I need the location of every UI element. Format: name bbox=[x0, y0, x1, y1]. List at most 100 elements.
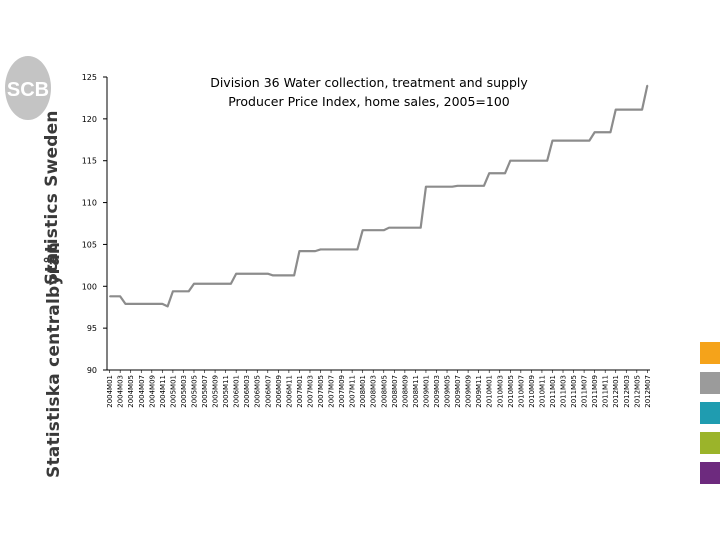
data-point bbox=[409, 227, 411, 229]
data-point bbox=[298, 250, 301, 252]
color-swatch bbox=[700, 432, 720, 454]
data-point bbox=[536, 160, 538, 162]
data-point bbox=[346, 248, 348, 251]
y-tick-labels: 90 95 100 105 110 115 120 125 bbox=[82, 73, 97, 375]
data-point bbox=[140, 303, 142, 305]
y-tick-label: 95 bbox=[87, 324, 97, 333]
scb-logo-circle bbox=[5, 56, 51, 120]
x-tick-label: 2005M11 bbox=[222, 375, 230, 408]
x-tick-label: 2008M03 bbox=[370, 375, 378, 408]
data-point bbox=[314, 250, 316, 252]
data-point bbox=[420, 227, 422, 229]
data-point bbox=[335, 248, 337, 251]
chart-axes bbox=[103, 76, 650, 373]
y-tick-label: 100 bbox=[82, 282, 97, 291]
x-tick-label: 2011M05 bbox=[570, 375, 578, 408]
data-point bbox=[188, 290, 190, 292]
data-point bbox=[235, 273, 237, 275]
x-tick-label: 2012M07 bbox=[644, 375, 652, 408]
x-tick-label: 2012M05 bbox=[633, 375, 641, 408]
x-tick-labels: 2004M01 2004M03 2004M05 2004M07 2004M09 2004M… bbox=[106, 375, 652, 408]
x-tick-label: 2011M01 bbox=[549, 375, 557, 408]
x-tick-label: 2007M03 bbox=[306, 375, 314, 408]
scb-logo: SCB bbox=[5, 56, 51, 120]
data-point bbox=[562, 140, 564, 142]
data-point bbox=[641, 109, 643, 111]
x-tick-label: 2005M05 bbox=[190, 375, 198, 408]
data-point bbox=[351, 248, 353, 251]
data-point bbox=[541, 160, 543, 162]
x-tick-label: 2005M03 bbox=[180, 375, 188, 408]
data-point bbox=[551, 140, 554, 142]
data-point bbox=[177, 290, 179, 292]
data-point bbox=[151, 303, 153, 305]
x-tick-label: 2012M01 bbox=[612, 375, 620, 408]
data-point bbox=[441, 186, 443, 188]
x-tick-label: 2012M03 bbox=[623, 375, 631, 408]
chart-title-line2: Producer Price Index, home sales, 2005=1… bbox=[228, 94, 510, 109]
data-point bbox=[620, 109, 622, 111]
data-point bbox=[219, 283, 221, 285]
x-tick-label: 2010M01 bbox=[486, 375, 494, 408]
data-point bbox=[114, 295, 116, 297]
data-point bbox=[615, 109, 617, 111]
x-tick-label: 2007M07 bbox=[328, 375, 336, 408]
data-point bbox=[304, 250, 306, 252]
data-point bbox=[193, 283, 195, 285]
data-point bbox=[609, 131, 612, 133]
data-point bbox=[167, 305, 169, 307]
data-point bbox=[472, 185, 474, 187]
x-tick-label: 2011M09 bbox=[591, 375, 599, 408]
x-tick-label: 2005M09 bbox=[212, 375, 220, 408]
data-point bbox=[240, 273, 243, 275]
data-point bbox=[130, 303, 132, 305]
x-tick-label: 2004M05 bbox=[127, 375, 135, 408]
data-point bbox=[172, 290, 174, 292]
x-tick-label: 2007M01 bbox=[296, 375, 304, 408]
data-point bbox=[256, 273, 258, 275]
x-tick-label: 2007M11 bbox=[349, 375, 357, 408]
x-tick-label: 2006M11 bbox=[285, 375, 293, 408]
data-point bbox=[119, 295, 121, 297]
x-tick-label: 2004M01 bbox=[106, 375, 114, 408]
data-point bbox=[267, 273, 269, 275]
data-point bbox=[456, 185, 459, 187]
data-point bbox=[483, 185, 485, 187]
data-point bbox=[203, 283, 206, 285]
data-point bbox=[446, 186, 448, 188]
data-point bbox=[261, 273, 264, 275]
series-line-1 bbox=[109, 85, 649, 308]
data-point bbox=[283, 274, 285, 276]
data-point bbox=[356, 248, 359, 251]
color-swatch bbox=[700, 372, 720, 394]
data-point bbox=[546, 160, 548, 162]
y-tick-label: 120 bbox=[82, 115, 97, 124]
y-tick-label: 90 bbox=[87, 366, 97, 375]
data-point bbox=[135, 303, 137, 305]
x-tick-label: 2004M09 bbox=[148, 375, 156, 408]
x-tick-label: 2004M07 bbox=[138, 375, 146, 408]
x-tick-label: 2009M11 bbox=[475, 375, 483, 408]
data-point bbox=[277, 274, 279, 276]
data-point bbox=[198, 283, 200, 285]
data-point bbox=[362, 229, 364, 231]
x-tick-label: 2011M03 bbox=[560, 375, 568, 408]
data-point bbox=[251, 273, 253, 275]
data-point bbox=[209, 283, 211, 285]
data-point bbox=[636, 109, 638, 111]
data-point bbox=[646, 84, 648, 86]
x-tick-label: 2006M03 bbox=[243, 375, 251, 408]
x-tick-label: 2009M05 bbox=[444, 375, 452, 408]
data-point bbox=[398, 227, 401, 229]
data-point bbox=[288, 274, 290, 276]
data-point bbox=[383, 229, 385, 231]
y-tick-label: 110 bbox=[82, 199, 97, 208]
data-point bbox=[325, 248, 327, 251]
data-point bbox=[451, 186, 453, 188]
data-point bbox=[372, 229, 374, 231]
x-tick-label: 2007M05 bbox=[317, 375, 325, 408]
data-point bbox=[124, 303, 127, 305]
x-tick-label: 2008M09 bbox=[401, 375, 409, 408]
data-point bbox=[488, 172, 490, 174]
x-tick-label: 2004M11 bbox=[159, 375, 167, 408]
